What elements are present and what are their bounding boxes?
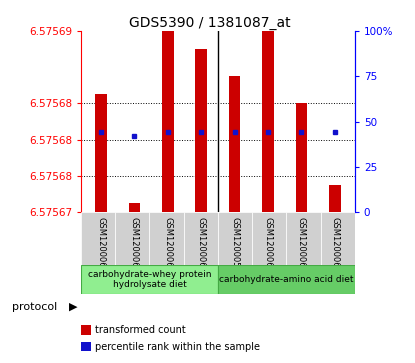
- Bar: [195, 49, 207, 212]
- Text: transformed count: transformed count: [95, 325, 186, 335]
- Bar: [329, 185, 341, 212]
- Text: GSM1200063: GSM1200063: [96, 217, 105, 273]
- Text: GSM1200065: GSM1200065: [163, 217, 172, 273]
- Bar: [129, 203, 140, 212]
- Text: GDS5390 / 1381087_at: GDS5390 / 1381087_at: [129, 16, 290, 30]
- Text: GSM1200066: GSM1200066: [197, 217, 206, 273]
- Text: protocol: protocol: [12, 302, 58, 312]
- Text: GSM1200060: GSM1200060: [264, 217, 273, 273]
- Bar: [81, 265, 218, 294]
- Text: GSM1200064: GSM1200064: [130, 217, 139, 273]
- Bar: [149, 212, 184, 265]
- Bar: [81, 212, 115, 265]
- Bar: [229, 76, 240, 212]
- Text: GSM1200062: GSM1200062: [330, 217, 339, 273]
- Bar: [295, 103, 307, 212]
- Bar: [115, 212, 149, 265]
- Bar: [162, 22, 173, 212]
- Bar: [320, 212, 355, 265]
- Bar: [184, 212, 218, 265]
- Bar: [262, 4, 274, 212]
- Text: GSM1200059: GSM1200059: [230, 217, 239, 272]
- Bar: [286, 212, 321, 265]
- Bar: [95, 94, 107, 212]
- Text: carbohydrate-amino acid diet: carbohydrate-amino acid diet: [219, 275, 354, 284]
- Bar: [218, 212, 252, 265]
- Text: ▶: ▶: [68, 302, 77, 312]
- Bar: [252, 212, 286, 265]
- Text: percentile rank within the sample: percentile rank within the sample: [95, 342, 260, 352]
- Text: GSM1200061: GSM1200061: [297, 217, 306, 273]
- Text: carbohydrate-whey protein
hydrolysate diet: carbohydrate-whey protein hydrolysate di…: [88, 270, 211, 289]
- Bar: [218, 265, 355, 294]
